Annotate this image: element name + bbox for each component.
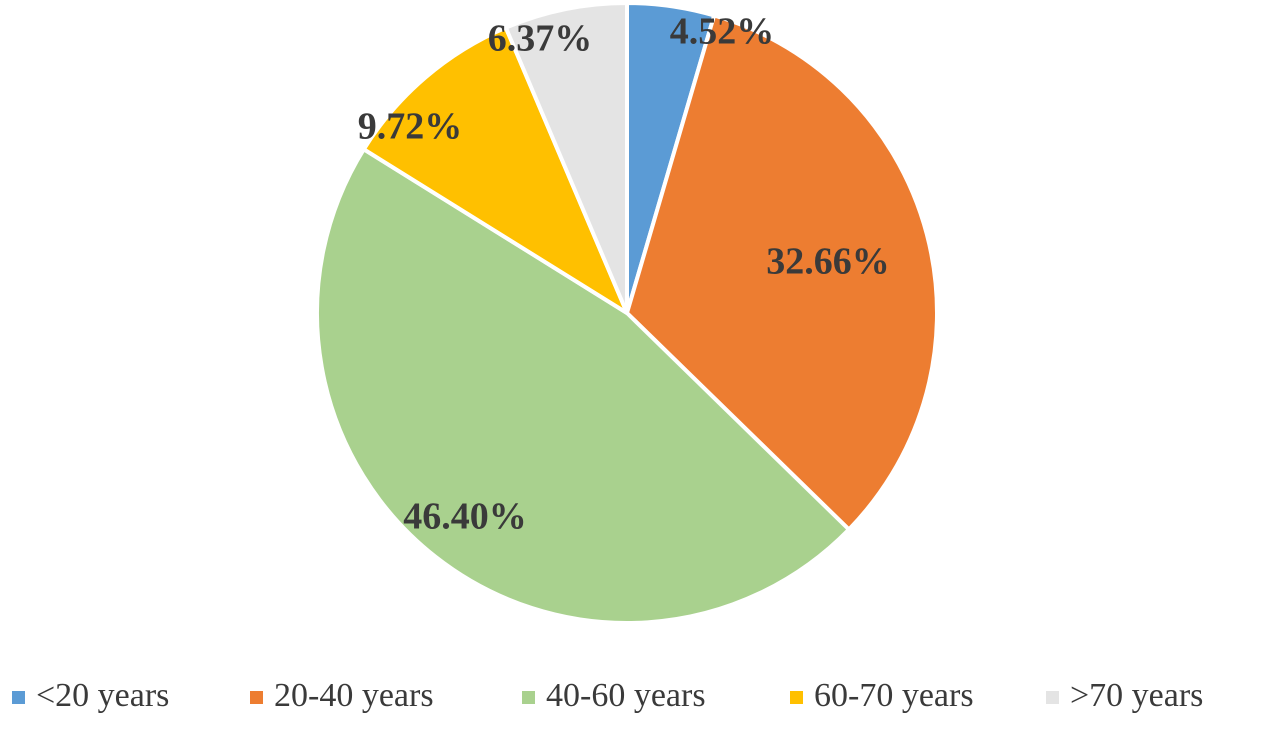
pie-slice <box>361 25 632 319</box>
pie-slice <box>624 13 939 533</box>
data-label: 32.66% <box>766 241 890 283</box>
data-label: 4.52% <box>670 11 775 53</box>
legend-text: 40-60 years <box>546 677 706 714</box>
legend-marker <box>790 691 803 704</box>
pie-slice <box>315 146 852 625</box>
legend-marker <box>1046 691 1059 704</box>
legend-text: 60-70 years <box>814 677 974 714</box>
legend-marker <box>522 691 535 704</box>
data-label: 46.40% <box>403 496 527 538</box>
legend-text: >70 years <box>1070 677 1203 714</box>
pie-slice <box>503 0 629 314</box>
legend-marker <box>250 691 263 704</box>
legend-marker <box>12 691 25 704</box>
legend-text: <20 years <box>36 677 169 714</box>
data-label: 9.72% <box>358 106 463 148</box>
data-label: 6.37% <box>488 18 593 60</box>
legend-text: 20-40 years <box>274 677 434 714</box>
